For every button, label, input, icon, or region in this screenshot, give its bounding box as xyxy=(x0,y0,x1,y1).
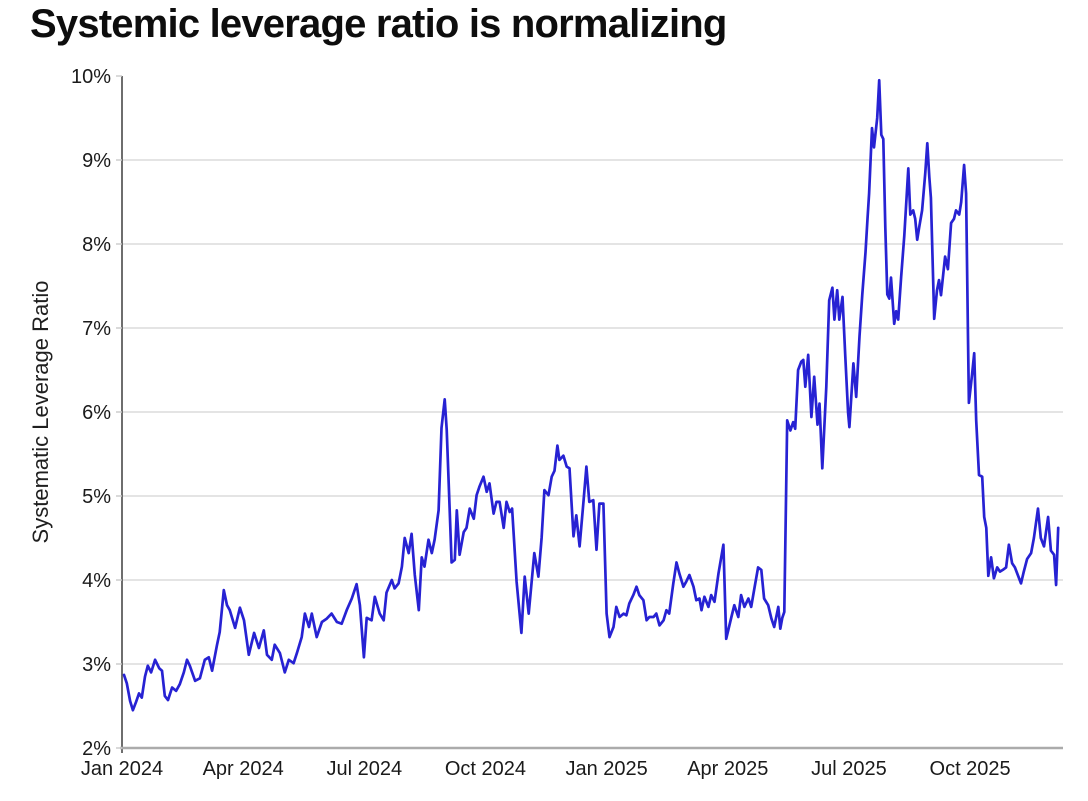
y-tick-label: 7% xyxy=(82,318,111,340)
axes-group xyxy=(116,75,1063,753)
chart-title: Systemic leverage ratio is normalizing xyxy=(30,2,727,46)
x-tick-label: Jan 2024 xyxy=(81,758,163,780)
y-tick-label: 10% xyxy=(71,66,111,88)
y-tick-labels-group: 2% 3% 4% 5% 6% 7% 8% 9% 10% xyxy=(71,66,111,760)
series-group xyxy=(122,78,1060,712)
x-tick-label: Apr 2025 xyxy=(687,758,768,780)
y-tick-label: 3% xyxy=(82,654,111,676)
x-tick-label: Jul 2025 xyxy=(811,758,887,780)
y-tick-label: 2% xyxy=(82,738,111,760)
gridlines-group xyxy=(122,159,1063,665)
y-tick-label: 5% xyxy=(82,486,111,508)
x-tick-label: Oct 2024 xyxy=(445,758,526,780)
x-tick-label: Jan 2025 xyxy=(565,758,647,780)
series-line xyxy=(122,78,1060,712)
y-tick-label: 4% xyxy=(82,570,111,592)
x-tick-labels-group: Jan 2024 Apr 2024 Jul 2024 Oct 2024 Jan 2025… xyxy=(81,758,1011,780)
y-tick-label: 6% xyxy=(82,402,111,424)
x-tick-label: Oct 2025 xyxy=(930,758,1011,780)
y-axis-title: Systematic Leverage Ratio xyxy=(28,281,53,544)
y-tick-label: 8% xyxy=(82,234,111,256)
x-tick-label: Apr 2024 xyxy=(203,758,284,780)
y-tick-label: 9% xyxy=(82,150,111,172)
x-tick-label: Jul 2024 xyxy=(327,758,403,780)
